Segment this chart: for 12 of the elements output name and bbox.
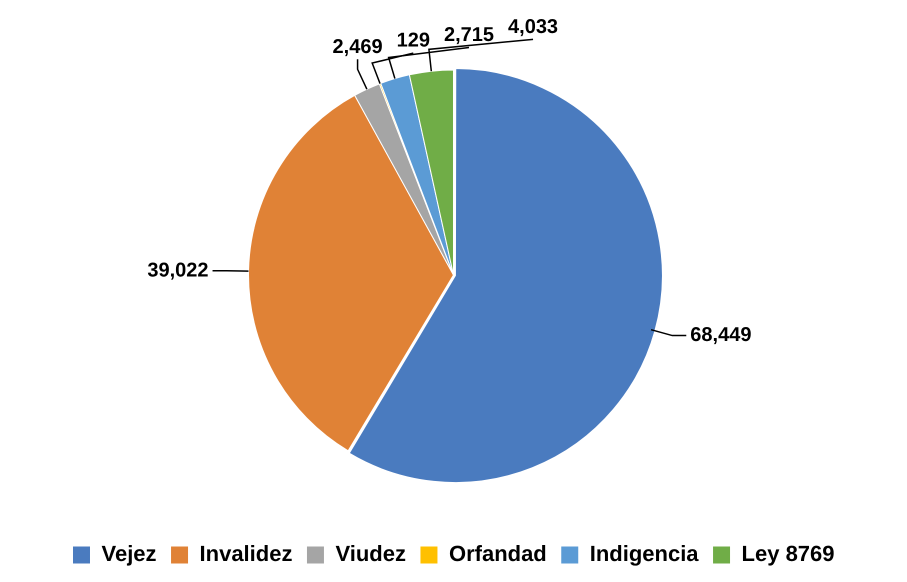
legend-label: Orfandad: [448, 541, 547, 566]
legend-label: Indigencia: [590, 541, 700, 566]
legend-label: Ley 8769: [742, 541, 835, 566]
legend-label: Invalidez: [200, 541, 292, 566]
data-label: 39,022: [147, 259, 209, 282]
data-label: 129: [396, 30, 430, 52]
legend-label: Viudez: [335, 541, 406, 566]
legend-label: Vejez: [101, 541, 157, 566]
data-label: 68,449: [690, 324, 752, 346]
data-label: 2,715: [444, 24, 494, 46]
data-label: 4,033: [508, 16, 558, 38]
data-label: 2,469: [332, 36, 383, 58]
